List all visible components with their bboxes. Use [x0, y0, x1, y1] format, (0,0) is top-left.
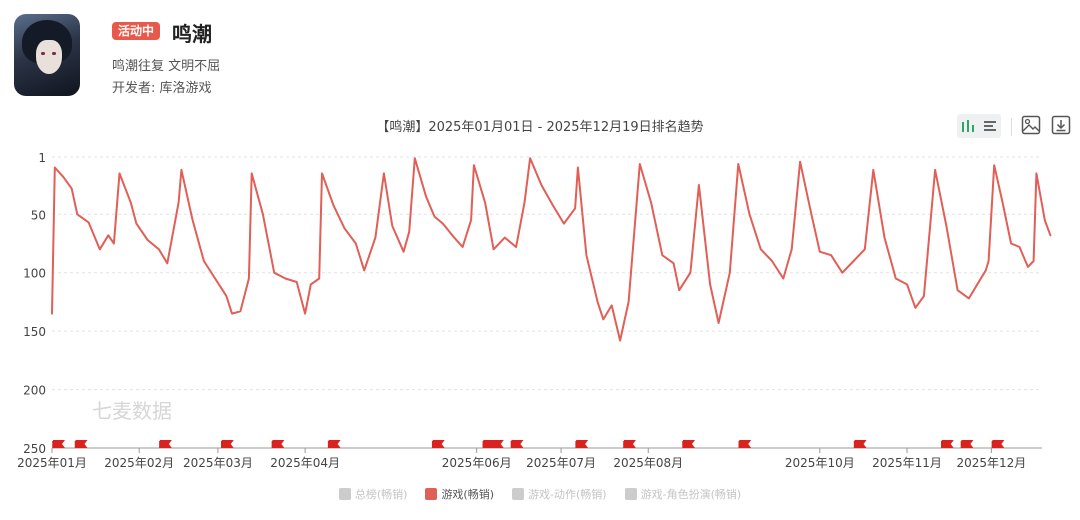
app-subtitle: 鸣潮往复 文明不屈	[112, 59, 221, 74]
y-tick-label: 250	[23, 442, 46, 456]
event-flag	[854, 440, 867, 448]
event-flag	[992, 440, 1005, 448]
x-tick-label: 2025年01月	[17, 456, 87, 470]
event-flag	[272, 440, 285, 448]
y-tick-label: 1	[38, 151, 46, 165]
event-flag	[623, 440, 636, 448]
download-icon[interactable]	[1050, 114, 1072, 136]
series-line-1	[51, 157, 1052, 342]
x-tick-label: 2025年08月	[613, 456, 683, 470]
legend-item[interactable]: 游戏-动作(畅销)	[512, 486, 607, 502]
event-flag	[53, 440, 65, 448]
legend-swatch	[338, 488, 351, 500]
character-face	[36, 40, 62, 74]
event-flag	[941, 440, 954, 448]
character-eye-right	[52, 52, 56, 55]
y-tick-label: 200	[23, 384, 46, 398]
list-icon[interactable]	[979, 115, 1001, 137]
app-icon	[14, 14, 80, 96]
x-tick-label: 2025年03月	[183, 456, 253, 470]
event-flag	[491, 440, 504, 448]
legend-swatch	[512, 488, 525, 500]
x-axis: 2025年01月 2025年02月 2025年03月 2025年04月 2025年06月…	[17, 448, 1026, 470]
series-layer	[51, 157, 1052, 342]
event-flag	[683, 440, 695, 448]
event-flags	[52, 440, 1005, 448]
event-flag	[75, 440, 88, 448]
event-flag	[739, 440, 752, 448]
x-tick-label: 2025年11月	[872, 456, 942, 470]
legend-label: 游戏(畅销)	[441, 488, 495, 501]
x-tick-label: 2025年06月	[442, 456, 512, 470]
grid-lines	[52, 156, 1042, 449]
bar-chart-icon[interactable]	[957, 115, 979, 137]
character-eye-left	[41, 52, 45, 55]
event-flag	[576, 440, 589, 448]
app-title: 鸣潮	[172, 22, 212, 46]
image-save-icon[interactable]	[1020, 114, 1042, 136]
status-badge: 活动中	[112, 22, 161, 40]
watermark: 七麦数据	[92, 399, 172, 423]
chart-title: 【鸣潮】2025年01月01日 - 2025年12月19日排名趋势	[376, 120, 704, 135]
app-developer: 开发者: 库洛游戏	[112, 81, 212, 96]
x-tick-label: 2025年04月	[270, 456, 340, 470]
legend-swatch	[624, 488, 637, 500]
legend-label: 游戏-动作(畅销)	[528, 488, 607, 501]
x-tick-label: 2025年10月	[785, 456, 855, 470]
legend-item[interactable]: 游戏(畅销)	[425, 486, 494, 502]
event-flag	[961, 440, 974, 448]
event-flag	[511, 440, 524, 448]
event-flag	[221, 440, 234, 448]
x-tick-label: 2025年07月	[526, 456, 596, 470]
legend-label: 总榜(畅销)	[354, 488, 408, 501]
view-mode-toggle	[957, 114, 1001, 138]
legend: 总榜(畅销) 游戏(畅销) 游戏-动作(畅销) 游戏-角色扮演(畅销)	[0, 486, 1080, 502]
legend-item[interactable]: 游戏-角色扮演(畅销)	[624, 486, 742, 502]
event-flag	[159, 440, 172, 448]
legend-item[interactable]: 总榜(畅销)	[338, 486, 408, 502]
y-tick-label: 50	[31, 208, 46, 222]
event-flag	[328, 440, 341, 448]
x-tick-label: 2025年12月	[956, 456, 1026, 470]
legend-swatch	[425, 488, 438, 500]
y-tick-label: 150	[23, 325, 46, 339]
legend-label: 游戏-角色扮演(畅销)	[640, 488, 742, 501]
y-tick-label: 100	[23, 267, 46, 281]
toolbar-divider	[1011, 118, 1012, 136]
x-tick-label: 2025年02月	[104, 456, 174, 470]
event-flag	[432, 440, 445, 448]
